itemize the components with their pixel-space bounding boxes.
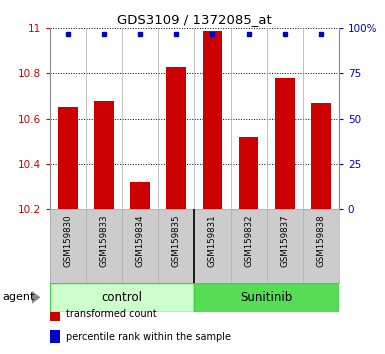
Text: GSM159834: GSM159834 xyxy=(136,215,145,267)
Bar xyxy=(203,30,223,209)
Bar xyxy=(50,283,194,312)
Bar xyxy=(50,330,60,343)
Bar xyxy=(239,137,258,209)
Text: GSM159835: GSM159835 xyxy=(172,215,181,267)
Text: control: control xyxy=(102,291,143,304)
Text: GSM159833: GSM159833 xyxy=(100,215,109,267)
Title: GDS3109 / 1372085_at: GDS3109 / 1372085_at xyxy=(117,13,272,26)
Text: GSM159831: GSM159831 xyxy=(208,215,217,267)
Text: transformed count: transformed count xyxy=(66,309,157,320)
Text: Sunitinib: Sunitinib xyxy=(241,291,293,304)
Bar xyxy=(166,67,186,209)
Text: GSM159830: GSM159830 xyxy=(64,215,73,267)
Bar xyxy=(275,78,295,209)
Bar xyxy=(311,103,331,209)
Bar xyxy=(194,283,339,312)
Bar xyxy=(131,182,150,209)
Text: GSM159832: GSM159832 xyxy=(244,215,253,267)
Bar xyxy=(94,101,114,209)
Text: GSM159838: GSM159838 xyxy=(316,215,325,267)
Text: GSM159837: GSM159837 xyxy=(280,215,289,267)
Text: agent: agent xyxy=(2,292,34,302)
Text: percentile rank within the sample: percentile rank within the sample xyxy=(66,332,231,342)
Polygon shape xyxy=(32,291,40,304)
Bar xyxy=(58,107,78,209)
Bar xyxy=(50,308,60,321)
